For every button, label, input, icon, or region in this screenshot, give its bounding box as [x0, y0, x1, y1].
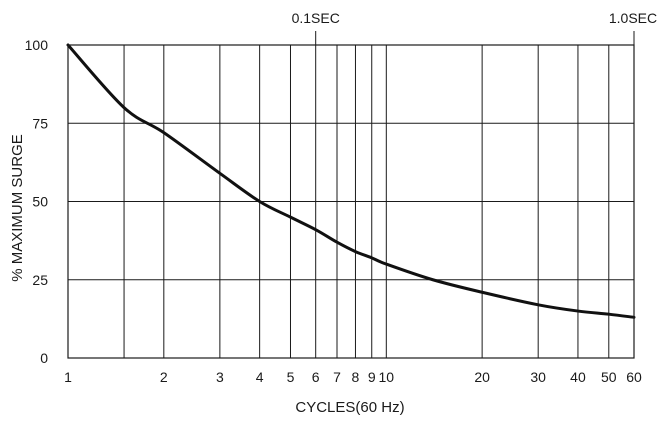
grid-layer	[67, 44, 635, 359]
x-tick-label-40: 40	[570, 369, 586, 385]
label-layer: 1 2 3 4 5 6 7 8 9 10 20 30 40 50 60 0 25 50 75 100 0.1SEC 1.0…	[25, 10, 657, 385]
frame-layer	[67, 44, 635, 359]
y-tick-label-25: 25	[32, 272, 48, 288]
x-tick-label-20: 20	[474, 369, 490, 385]
time-marker-label-1: 1.0SEC	[609, 10, 657, 26]
time-marker-label-0: 0.1SEC	[292, 10, 340, 26]
x-tick-label-2: 2	[160, 369, 168, 385]
x-tick-label-8: 8	[352, 369, 360, 385]
x-tick-label-1: 1	[64, 369, 72, 385]
x-tick-label-60: 60	[626, 369, 642, 385]
x-tick-label-5: 5	[287, 369, 295, 385]
surge-decay-curve	[66, 43, 636, 319]
y-tick-label-100: 100	[25, 37, 49, 53]
x-tick-label-7: 7	[333, 369, 341, 385]
y-tick-label-0: 0	[40, 350, 48, 366]
plot-frame	[67, 44, 635, 359]
y-tick-label-75: 75	[32, 115, 48, 131]
x-tick-label-10: 10	[379, 369, 395, 385]
x-tick-label-30: 30	[530, 369, 546, 385]
x-tick-label-9: 9	[368, 369, 376, 385]
x-tick-label-4: 4	[256, 369, 264, 385]
x-tick-label-50: 50	[601, 369, 617, 385]
x-tick-label-3: 3	[216, 369, 224, 385]
y-tick-label-50: 50	[32, 194, 48, 210]
y-axis-title: % MAXIMUM SURGE	[9, 134, 26, 282]
curve-layer	[66, 43, 636, 319]
x-tick-label-6: 6	[312, 369, 320, 385]
x-axis-title: CYCLES(60 Hz)	[295, 399, 404, 416]
